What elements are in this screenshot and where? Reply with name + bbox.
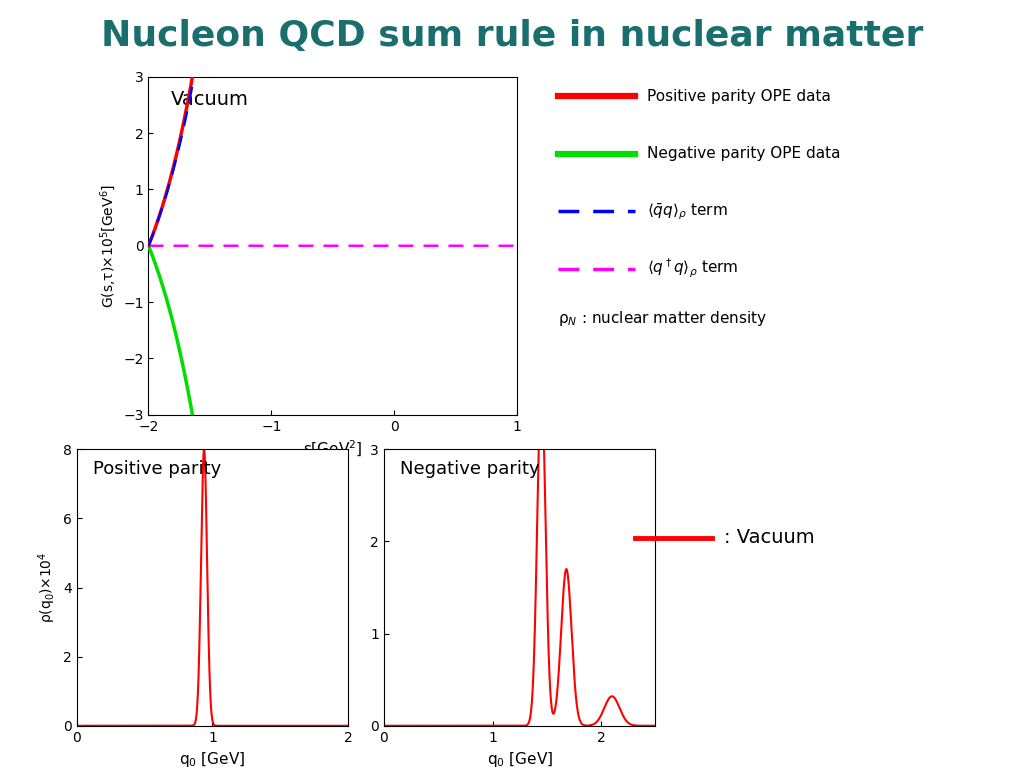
Y-axis label: G(s,τ)×10$^5$[GeV$^6$]: G(s,τ)×10$^5$[GeV$^6$] xyxy=(97,184,118,308)
Text: $\langle \bar{q}q \rangle_\rho$ term: $\langle \bar{q}q \rangle_\rho$ term xyxy=(647,201,728,221)
Text: : Vacuum: : Vacuum xyxy=(724,528,815,547)
Text: Vacuum: Vacuum xyxy=(171,91,249,109)
Y-axis label: ρ(q$_0$)×10$^4$: ρ(q$_0$)×10$^4$ xyxy=(36,552,57,623)
Text: Negative parity OPE data: Negative parity OPE data xyxy=(647,146,841,161)
Text: Nucleon QCD sum rule in nuclear matter: Nucleon QCD sum rule in nuclear matter xyxy=(100,19,924,53)
Text: $\langle q^\dagger q \rangle_\rho$ term: $\langle q^\dagger q \rangle_\rho$ term xyxy=(647,257,738,280)
X-axis label: s[GeV$^2$]: s[GeV$^2$] xyxy=(303,439,362,459)
Text: Negative parity: Negative parity xyxy=(400,460,540,478)
Text: Positive parity: Positive parity xyxy=(93,460,221,478)
X-axis label: q$_0$ [GeV]: q$_0$ [GeV] xyxy=(486,750,553,768)
Text: ρ$_N$ : nuclear matter density: ρ$_N$ : nuclear matter density xyxy=(558,310,767,328)
Text: Positive parity OPE data: Positive parity OPE data xyxy=(647,88,831,104)
X-axis label: q$_0$ [GeV]: q$_0$ [GeV] xyxy=(179,750,246,768)
